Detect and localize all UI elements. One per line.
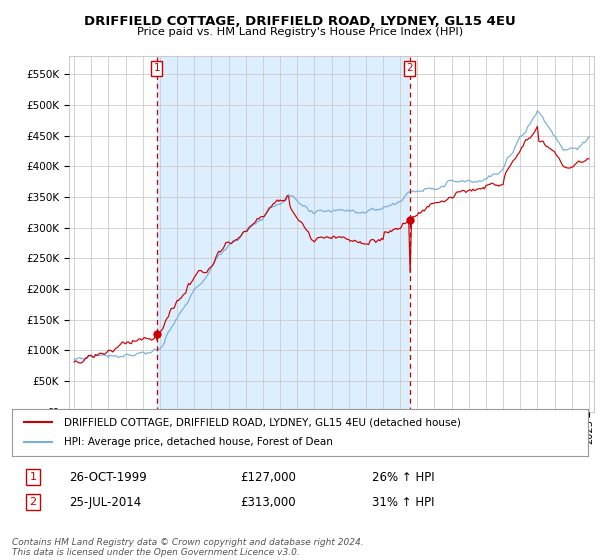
Text: 1: 1 <box>154 63 160 73</box>
Text: Price paid vs. HM Land Registry's House Price Index (HPI): Price paid vs. HM Land Registry's House … <box>137 27 463 37</box>
Text: DRIFFIELD COTTAGE, DRIFFIELD ROAD, LYDNEY, GL15 4EU (detached house): DRIFFIELD COTTAGE, DRIFFIELD ROAD, LYDNE… <box>64 417 461 427</box>
Text: 26-OCT-1999: 26-OCT-1999 <box>69 470 147 484</box>
Text: £127,000: £127,000 <box>240 470 296 484</box>
Text: DRIFFIELD COTTAGE, DRIFFIELD ROAD, LYDNEY, GL15 4EU: DRIFFIELD COTTAGE, DRIFFIELD ROAD, LYDNE… <box>84 15 516 27</box>
Text: 26% ↑ HPI: 26% ↑ HPI <box>372 470 434 484</box>
Text: 2: 2 <box>29 497 37 507</box>
Text: £313,000: £313,000 <box>240 496 296 509</box>
Text: 25-JUL-2014: 25-JUL-2014 <box>69 496 141 509</box>
Text: 2: 2 <box>406 63 413 73</box>
Text: Contains HM Land Registry data © Crown copyright and database right 2024.
This d: Contains HM Land Registry data © Crown c… <box>12 538 364 557</box>
Text: 31% ↑ HPI: 31% ↑ HPI <box>372 496 434 509</box>
Text: HPI: Average price, detached house, Forest of Dean: HPI: Average price, detached house, Fore… <box>64 437 333 447</box>
Text: 1: 1 <box>29 472 37 482</box>
Bar <box>157 56 410 412</box>
